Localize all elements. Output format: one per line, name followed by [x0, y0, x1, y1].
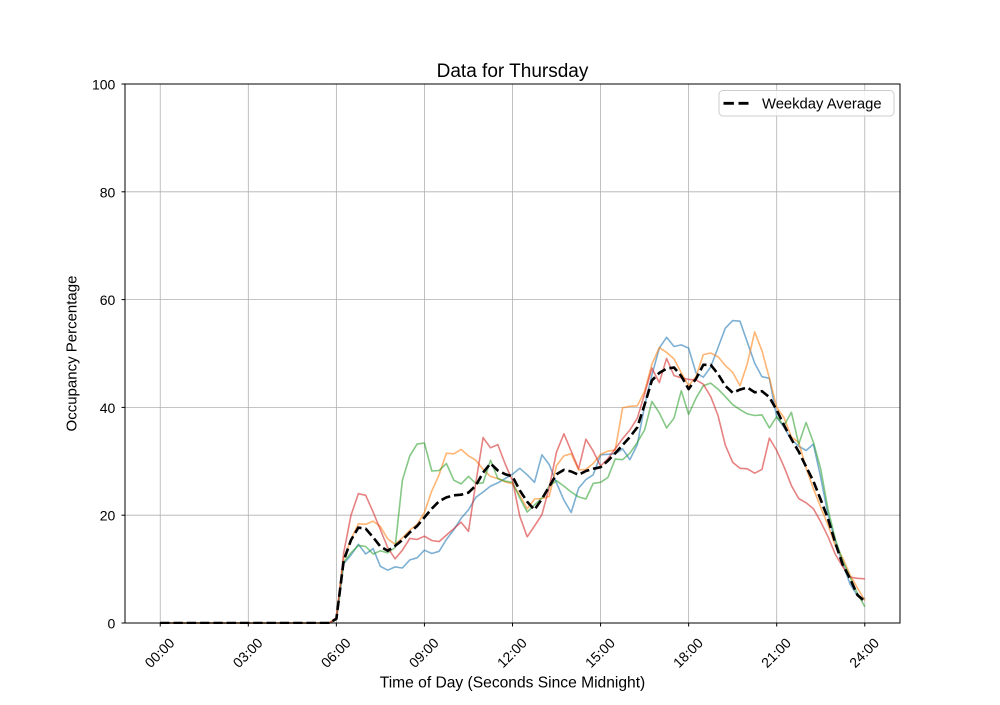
svg-text:Data for Thursday: Data for Thursday: [437, 61, 589, 82]
svg-text:60: 60: [100, 292, 116, 308]
svg-text:40: 40: [100, 400, 116, 416]
svg-text:80: 80: [100, 184, 116, 200]
svg-text:100: 100: [92, 77, 116, 93]
svg-text:20: 20: [100, 508, 116, 524]
svg-text:Occupancy Percentage: Occupancy Percentage: [64, 276, 81, 432]
svg-text:Time of Day (Seconds Since Mid: Time of Day (Seconds Since Midnight): [380, 674, 646, 691]
svg-text:0: 0: [108, 616, 116, 632]
svg-text:Weekday Average: Weekday Average: [762, 97, 882, 113]
